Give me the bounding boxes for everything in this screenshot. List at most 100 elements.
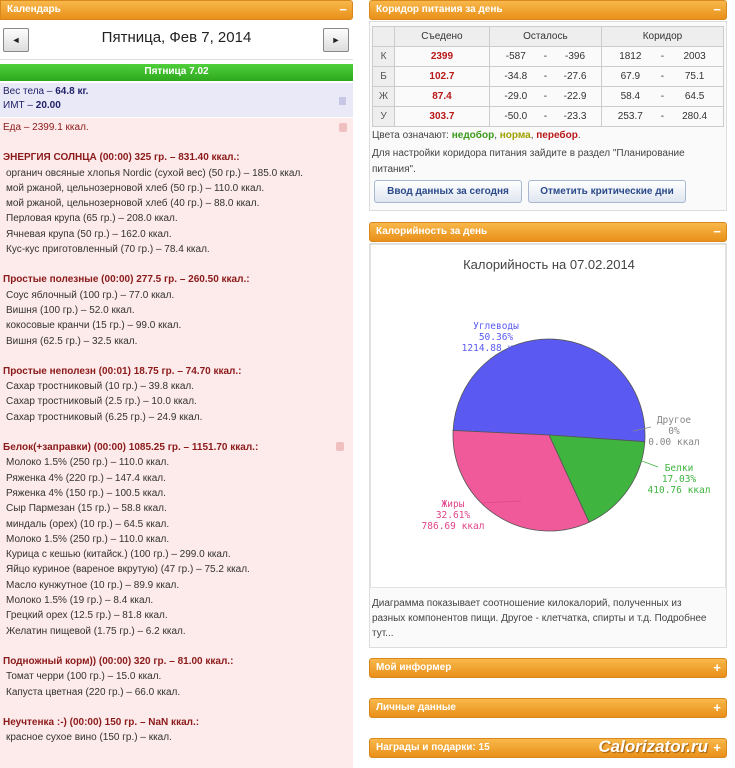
cup-icon[interactable]: [336, 442, 344, 451]
food-item[interactable]: Капуста цветная (220 гр.) – 66.0 ккал.: [3, 685, 350, 700]
pie-label-3-1: 0%: [668, 426, 680, 437]
eaten-cell: 102.7: [395, 67, 490, 87]
food-item[interactable]: Молоко 1.5% (250 гр.) – 110.0 ккал.: [3, 532, 350, 547]
food-item[interactable]: Ряженка 4% (150 гр.) – 100.5 ккал.: [3, 486, 350, 501]
calories-panel-title: Калорийность за день: [376, 226, 487, 237]
legend-over: перебор: [536, 130, 578, 141]
meal-title[interactable]: ЭНЕРГИЯ СОЛНЦА (00:00) 325 гр. – 831.40 …: [3, 150, 350, 165]
food-item[interactable]: Масло кунжутное (10 гр.) – 89.9 ккал.: [3, 578, 350, 593]
calories-panel-header[interactable]: Калорийность за день −: [369, 222, 727, 242]
calendar-panel-header[interactable]: Календарь −: [0, 0, 353, 20]
food-item[interactable]: Ряженка 4% (220 гр.) – 147.4 ккал.: [3, 471, 350, 486]
food-item[interactable]: Ячневая крупа (50 гр.) – 162.0 ккал.: [3, 227, 350, 242]
pie-label-1-1: 17.03%: [662, 474, 697, 485]
expand-icon[interactable]: +: [713, 700, 721, 715]
column-header: Съедено: [395, 27, 490, 47]
table-row: Ж 87.4 -29.0 - -22.9 58.4 - 64.5: [373, 87, 724, 107]
meal-title[interactable]: Простые неполезн (00:01) 18.75 гр. – 74.…: [3, 364, 350, 379]
bmi-row: ИМТ – 20.00: [3, 99, 350, 113]
chart-title: Калорийность на 07.02.2014: [463, 257, 635, 272]
informer-panel-title: Мой информер: [376, 662, 451, 673]
dash: -: [659, 87, 667, 107]
food-item[interactable]: Сахар тростниковый (2.5 гр.) – 10.0 ккал…: [3, 394, 350, 409]
meal-title[interactable]: Белок(+заправки) (00:00) 1085.25 гр. – 1…: [3, 440, 350, 455]
left-min-cell: -50.0: [489, 107, 541, 127]
food-item[interactable]: Вишня (62.5 гр.) – 32.5 ккал.: [3, 334, 350, 349]
food-item[interactable]: Курица с кешью (китайск.) (100 гр.) – 29…: [3, 547, 350, 562]
meal-title[interactable]: Неучтенка :-) (00:00) 150 гр. – NaN ккал…: [3, 715, 350, 730]
food-item[interactable]: органич овсяные хлопья Nordic (сухой вес…: [3, 166, 350, 181]
food-item[interactable]: Грецкий орех (12.5 гр.) – 81.8 ккал.: [3, 608, 350, 623]
informer-panel-header[interactable]: Мой информер +: [369, 658, 727, 678]
left-min-cell: -29.0: [489, 87, 541, 107]
pie-label-0-1: 50.36%: [479, 332, 514, 343]
food-item[interactable]: кокосовые кранчи (15 гр.) – 99.0 ккал.: [3, 318, 350, 333]
food-item[interactable]: Сахар тростниковый (6.25 гр.) – 24.9 кка…: [3, 410, 350, 425]
food-item[interactable]: миндаль (орех) (10 гр.) – 64.5 ккал.: [3, 517, 350, 532]
mark-critical-days-button[interactable]: Отметить критические дни: [528, 180, 686, 203]
meal-title[interactable]: Простые полезные (00:00) 277.5 гр. – 260…: [3, 272, 350, 287]
awards-panel-header[interactable]: Награды и подарки: 15 Calorizator.ru +: [369, 738, 727, 758]
corr-min-cell: 67.9: [601, 67, 658, 87]
corridor-panel-header[interactable]: Коридор питания за день −: [369, 0, 727, 20]
expand-icon[interactable]: +: [713, 740, 721, 755]
meal-title[interactable]: Подножный корм)) (00:00) 320 гр. – 81.00…: [3, 654, 350, 669]
site-logo: Calorizator.ru: [598, 737, 708, 757]
bmi-value: 20.00: [36, 100, 61, 111]
collapse-icon[interactable]: −: [339, 2, 347, 17]
dash: -: [542, 107, 550, 127]
food-item[interactable]: Перловая крупа (65 гр.) – 208.0 ккал.: [3, 211, 350, 226]
food-item[interactable]: Вишня (100 гр.) – 52.0 ккал.: [3, 303, 350, 318]
pie-chart: Калорийность на 07.02.2014 Углеводы50.36…: [371, 245, 727, 589]
collapse-icon[interactable]: −: [713, 2, 721, 17]
pie-label-1-0: Белки: [665, 463, 694, 474]
column-header: [373, 27, 395, 47]
table-row: Б 102.7 -34.8 - -27.6 67.9 - 75.1: [373, 67, 724, 87]
edit-icon[interactable]: [339, 97, 346, 105]
food-item[interactable]: Сахар тростниковый (10 гр.) – 39.8 ккал.: [3, 379, 350, 394]
food-item[interactable]: мой ржаной, цельнозерновой хлеб (40 гр.)…: [3, 196, 350, 211]
food-item[interactable]: Сыр Пармезан (15 гр.) – 58.8 ккал.: [3, 501, 350, 516]
corridor-table: Съедено Осталось Коридор К 2399 -587 - -…: [372, 26, 724, 127]
pie-label-2-0: Жиры: [442, 499, 465, 510]
left-max-cell: -23.3: [549, 107, 601, 127]
table-row: К 2399 -587 - -396 1812 - 2003: [373, 47, 724, 67]
left-min-cell: -34.8: [489, 67, 541, 87]
row-label: Ж: [373, 87, 395, 107]
food-item[interactable]: Желатин пищевой (1.75 гр.) – 6.2 ккал.: [3, 624, 350, 639]
expand-icon[interactable]: +: [713, 660, 721, 675]
collapse-icon[interactable]: −: [713, 224, 721, 239]
dash: -: [542, 47, 550, 67]
food-item[interactable]: красное сухое вино (150 гр.) – ккал.: [3, 730, 350, 745]
corridor-panel-title: Коридор питания за день: [376, 4, 503, 15]
meal-title-text: Белок(+заправки) (00:00) 1085.25 гр. – 1…: [3, 442, 258, 453]
weight-label: Вес тела: [3, 86, 44, 97]
pie-label-1-2: 410.76 ккал: [648, 485, 711, 496]
left-max-cell: -22.9: [549, 87, 601, 107]
pie-label-0-2: 1214.88 ккал: [462, 343, 531, 354]
personal-panel-header[interactable]: Личные данные +: [369, 698, 727, 718]
corr-max-cell: 75.1: [666, 67, 723, 87]
date-navigator: ◄ Пятница, Фев 7, 2014 ►: [0, 22, 353, 60]
food-item[interactable]: Кус-кус приготовленный (70 гр.) – 78.4 к…: [3, 242, 350, 257]
food-item[interactable]: Молоко 1.5% (19 гр.) – 8.4 ккал.: [3, 593, 350, 608]
legend-under: недобор: [452, 130, 494, 141]
food-item[interactable]: Соус яблочный (100 гр.) – 77.0 ккал.: [3, 288, 350, 303]
day-header[interactable]: Пятница 7.02: [0, 64, 353, 81]
current-date: Пятница, Фев 7, 2014: [0, 29, 353, 46]
table-header-row: Съедено Осталось Коридор: [373, 27, 724, 47]
pie-slice-0[interactable]: [453, 339, 645, 442]
legend-norm: норма: [500, 130, 531, 141]
weight-row: Вес тела – 64.8 кг.: [3, 85, 350, 99]
bmi-label: ИМТ: [3, 100, 25, 111]
left-min-cell: -587: [489, 47, 541, 67]
input-today-button[interactable]: Ввод данных за сегодня: [374, 180, 522, 203]
column-header: Осталось: [489, 27, 601, 47]
food-item[interactable]: Яйцо куриное (вареное вкрутую) (47 гр.) …: [3, 562, 350, 577]
cup-icon[interactable]: [339, 123, 347, 132]
next-day-button[interactable]: ►: [323, 28, 349, 52]
food-item[interactable]: мой ржаной, цельнозерновой хлеб (50 гр.)…: [3, 181, 350, 196]
food-item[interactable]: Молоко 1.5% (250 гр.) – 110.0 ккал.: [3, 455, 350, 470]
food-item[interactable]: Томат черри (100 гр.) – 15.0 ккал.: [3, 669, 350, 684]
corr-max-cell: 280.4: [666, 107, 723, 127]
